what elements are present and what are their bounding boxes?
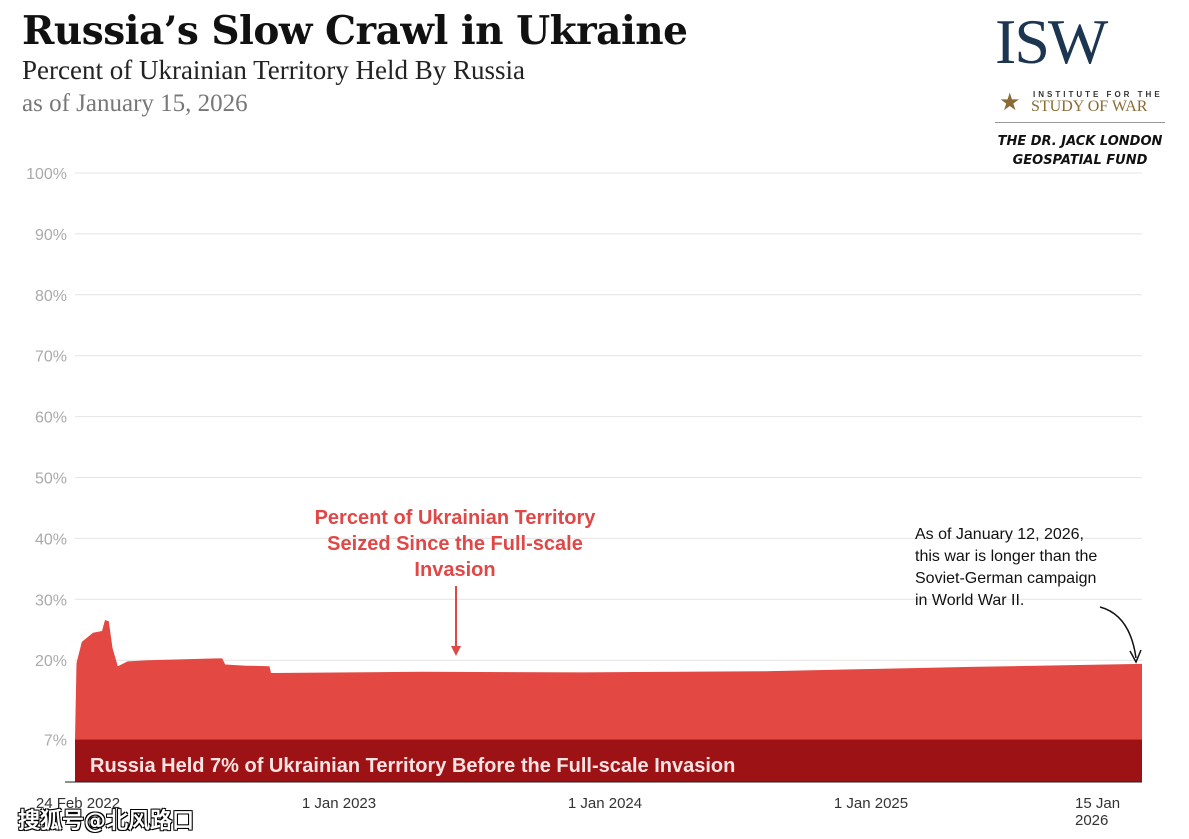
- y-tick-label: 60%: [35, 410, 67, 427]
- x-tick-label: 15 Jan 2026: [1075, 795, 1121, 829]
- x-tick-label: 1 Jan 2025: [833, 795, 909, 812]
- territory-area: [75, 620, 1142, 740]
- y-tick-label: 70%: [35, 349, 67, 366]
- y-tick-label: 40%: [35, 531, 67, 548]
- ww2-line: in World War II.: [915, 592, 1025, 609]
- watermark: 搜狐号@北风路口: [18, 809, 195, 834]
- fund-line2: GEOSPATIAL FUND: [1012, 153, 1148, 168]
- arrow-head-icon: [1129, 649, 1142, 664]
- arrow-ww2: [1099, 606, 1137, 659]
- y-tick-label: 7%: [44, 732, 67, 749]
- x-tick-label: 1 Jan 2024: [567, 795, 643, 812]
- fund-line1: THE DR. JACK LONDON: [997, 134, 1163, 149]
- fund-name: THE DR. JACK LONDON GEOSPATIAL FUND: [995, 132, 1165, 170]
- y-tick-label: 100%: [26, 166, 67, 183]
- ww2-line: this war is longer than the: [915, 548, 1098, 565]
- logo-line2: STUDY OF WAR: [1031, 98, 1148, 115]
- pre-invasion-band: [75, 739, 1142, 782]
- x-tick-label: 1 Jan 2023: [301, 795, 377, 812]
- y-tick-label: 80%: [35, 288, 67, 305]
- band-label: Russia Held 7% of Ukrainian Territory Be…: [90, 755, 736, 777]
- annotation-ww2: As of January 12, 2026, this war is long…: [915, 524, 1135, 612]
- logo-line1: INSTITUTE FOR THE: [1033, 90, 1163, 99]
- x-tick-label: 24 Feb 2022: [35, 795, 121, 812]
- star-icon: ★: [999, 89, 1021, 116]
- isw-mark: ISW: [995, 6, 1108, 77]
- chart-title: Russia’s Slow Crawl in Ukraine: [22, 8, 688, 54]
- annotation-seized: Percent of Ukrainian Territory Seized Si…: [314, 507, 596, 581]
- arrow-head-icon: [451, 646, 461, 656]
- y-tick-label: 30%: [35, 592, 67, 609]
- ww2-line: As of January 12, 2026,: [915, 526, 1084, 543]
- as-of-date: as of January 15, 2026: [22, 90, 248, 117]
- chart-subtitle: Percent of Ukrainian Territory Held By R…: [22, 55, 525, 85]
- ww2-line: Soviet-German campaign: [915, 570, 1097, 587]
- y-tick-label: 20%: [35, 653, 67, 670]
- logo-divider: [995, 122, 1165, 123]
- y-tick-label: 90%: [35, 227, 67, 244]
- y-tick-label: 50%: [35, 471, 67, 488]
